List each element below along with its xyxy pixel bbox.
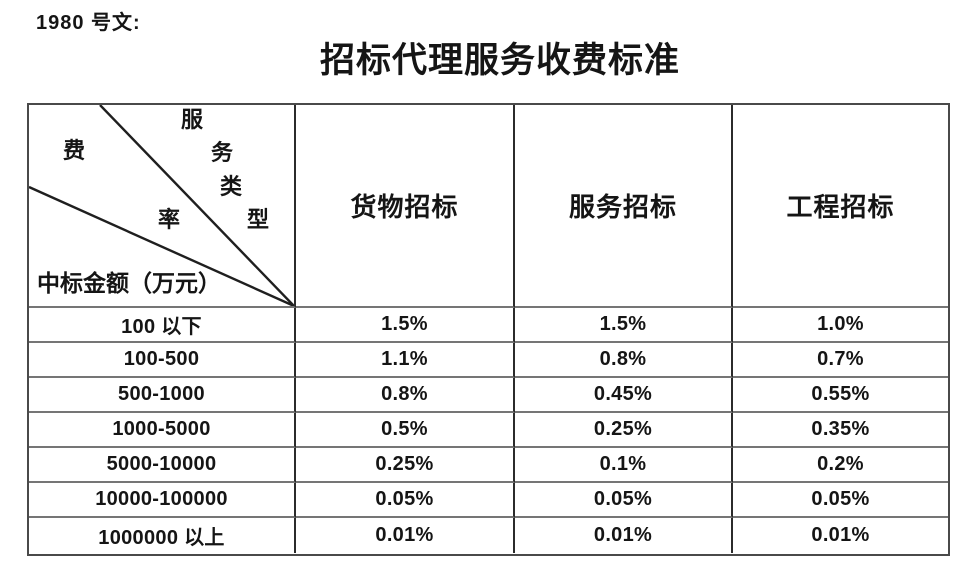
column-header-goods: 货物招标 — [296, 105, 515, 308]
row-label: 100 以下 — [29, 308, 296, 343]
fee-value-cell: 0.8% — [515, 343, 733, 378]
row-label: 500-1000 — [29, 378, 296, 413]
corner-fee-rate-char: 费 — [63, 138, 86, 163]
page-title: 招标代理服务收费标准 — [319, 41, 680, 80]
fee-value-cell: 0.05% — [515, 483, 733, 518]
fee-value-cell: 0.01% — [296, 518, 515, 553]
table-corner-cell: 服 务 类 型 费 率 中标金额（万元） — [29, 105, 296, 308]
fee-value-cell: 0.25% — [515, 413, 733, 448]
corner-amount-label: 中标金额（万元） — [37, 271, 221, 296]
row-label: 5000-10000 — [29, 448, 296, 483]
fee-value-cell: 0.05% — [733, 483, 948, 518]
column-header-works: 工程招标 — [733, 105, 948, 308]
fee-value-cell: 0.35% — [733, 413, 948, 448]
row-label: 1000000 以上 — [29, 518, 296, 553]
fee-value-cell: 0.25% — [296, 448, 515, 483]
fee-value-cell: 0.5% — [296, 413, 515, 448]
fee-value-cell: 0.05% — [296, 483, 515, 518]
corner-service-type-char: 服 — [181, 107, 204, 132]
fee-value-cell: 0.01% — [811, 524, 870, 546]
doc-number-label: 1980 号文: — [36, 12, 141, 34]
fee-value-cell: 0.45% — [515, 378, 733, 413]
fee-value-cell: 0.7% — [733, 343, 948, 378]
fee-value-cell: 1.1% — [296, 343, 515, 378]
corner-fee-rate-char: 率 — [158, 207, 181, 232]
row-label: 1000-5000 — [29, 413, 296, 448]
fee-value-cell: 0.55% — [733, 378, 948, 413]
fee-value-cell: 1.5% — [296, 308, 515, 343]
fee-value-cell: 0.2% — [733, 448, 948, 483]
corner-service-type-char: 型 — [247, 207, 270, 232]
fee-table: 服 务 类 型 费 率 中标金额（万元） 货物招标 服务招标 工程招标 100 … — [27, 103, 950, 556]
row-label: 10000-100000 — [29, 483, 296, 518]
fee-value-cell: 0.8% — [296, 378, 515, 413]
fee-value-cell: 1.0% — [733, 308, 948, 343]
fee-value-cell: 0.1% — [515, 448, 733, 483]
diagonal-divider-lines — [29, 105, 294, 306]
column-header-services: 服务招标 — [515, 105, 733, 308]
corner-service-type-char: 务 — [211, 140, 234, 165]
fee-value-cell: 1.5% — [515, 308, 733, 343]
fee-value-cell: 0.01% — [515, 518, 733, 553]
row-label: 100-500 — [29, 343, 296, 378]
corner-service-type-char: 类 — [220, 174, 243, 199]
